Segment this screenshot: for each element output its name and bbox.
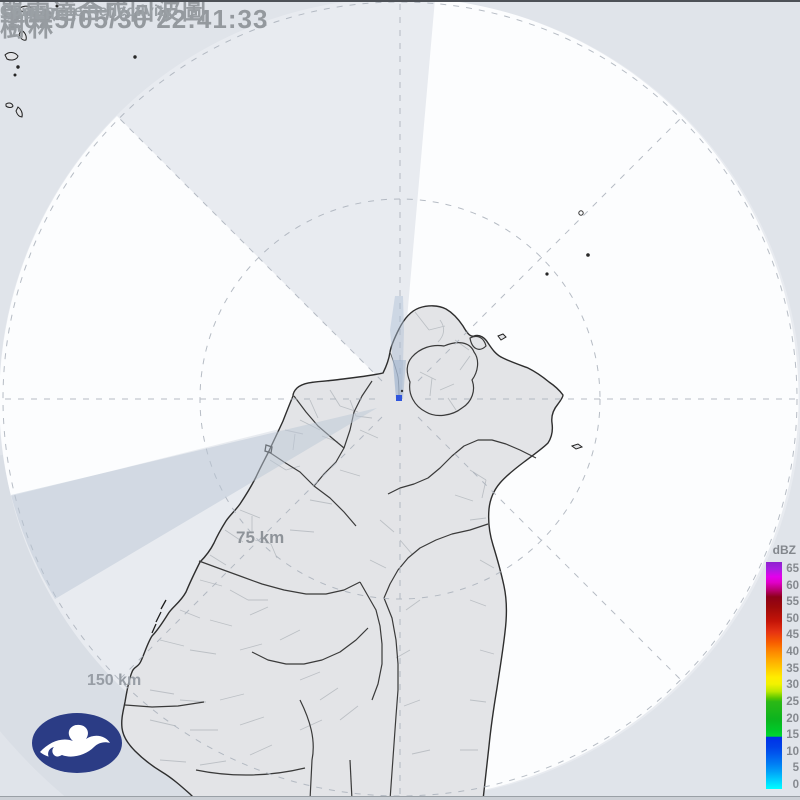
beam-shade-wsw (11, 408, 377, 599)
product-title-zh: 單雷達合成回波圖 (0, 0, 208, 25)
station-dot (400, 389, 404, 393)
legend-tick: 20 (786, 712, 799, 725)
legend-colorbar (766, 562, 782, 789)
legend-tick: 45 (786, 629, 799, 642)
legend-tick: 55 (786, 596, 799, 609)
legend-tick: 35 (786, 662, 799, 675)
top-border (0, 0, 800, 2)
legend-tick: 40 (786, 646, 799, 659)
offshore-islets (4, 4, 590, 450)
legend-tick: 0 (792, 779, 799, 792)
radar-site-marker (396, 395, 402, 401)
legend-unit-label: dBZ (772, 543, 796, 557)
legend-tick: 65 (786, 563, 799, 575)
county-boundaries (124, 335, 537, 800)
station-name-en: ShuLin (0, 3, 61, 23)
legend-tick: 60 (786, 579, 799, 592)
dbz-legend: dBZ 65 60 55 50 45 40 35 30 25 20 15 10 5 0 (752, 543, 800, 800)
product-title-en: Composite Reflectivity (0, 3, 173, 20)
range-label-75km: 75 km (236, 528, 285, 547)
township-boundaries (149, 311, 495, 766)
range-label-150km: 150 km (87, 672, 142, 689)
legend-tick: 25 (786, 695, 799, 708)
station-name-zh: 樹林 (0, 14, 57, 42)
legend-tick: 30 (786, 679, 799, 692)
legend-tick: 5 (792, 762, 799, 775)
legend-tick: 10 (786, 745, 799, 758)
taiwan-landmass (121, 305, 564, 800)
echo-plume-core (393, 360, 406, 399)
central-weather-administration-logo (32, 713, 122, 773)
bottom-border (0, 796, 800, 800)
timestamp: 2025/05/30 22:41:33 (8, 4, 269, 34)
legend-tick: 15 (786, 729, 799, 742)
legend-tick: 50 (786, 612, 799, 625)
